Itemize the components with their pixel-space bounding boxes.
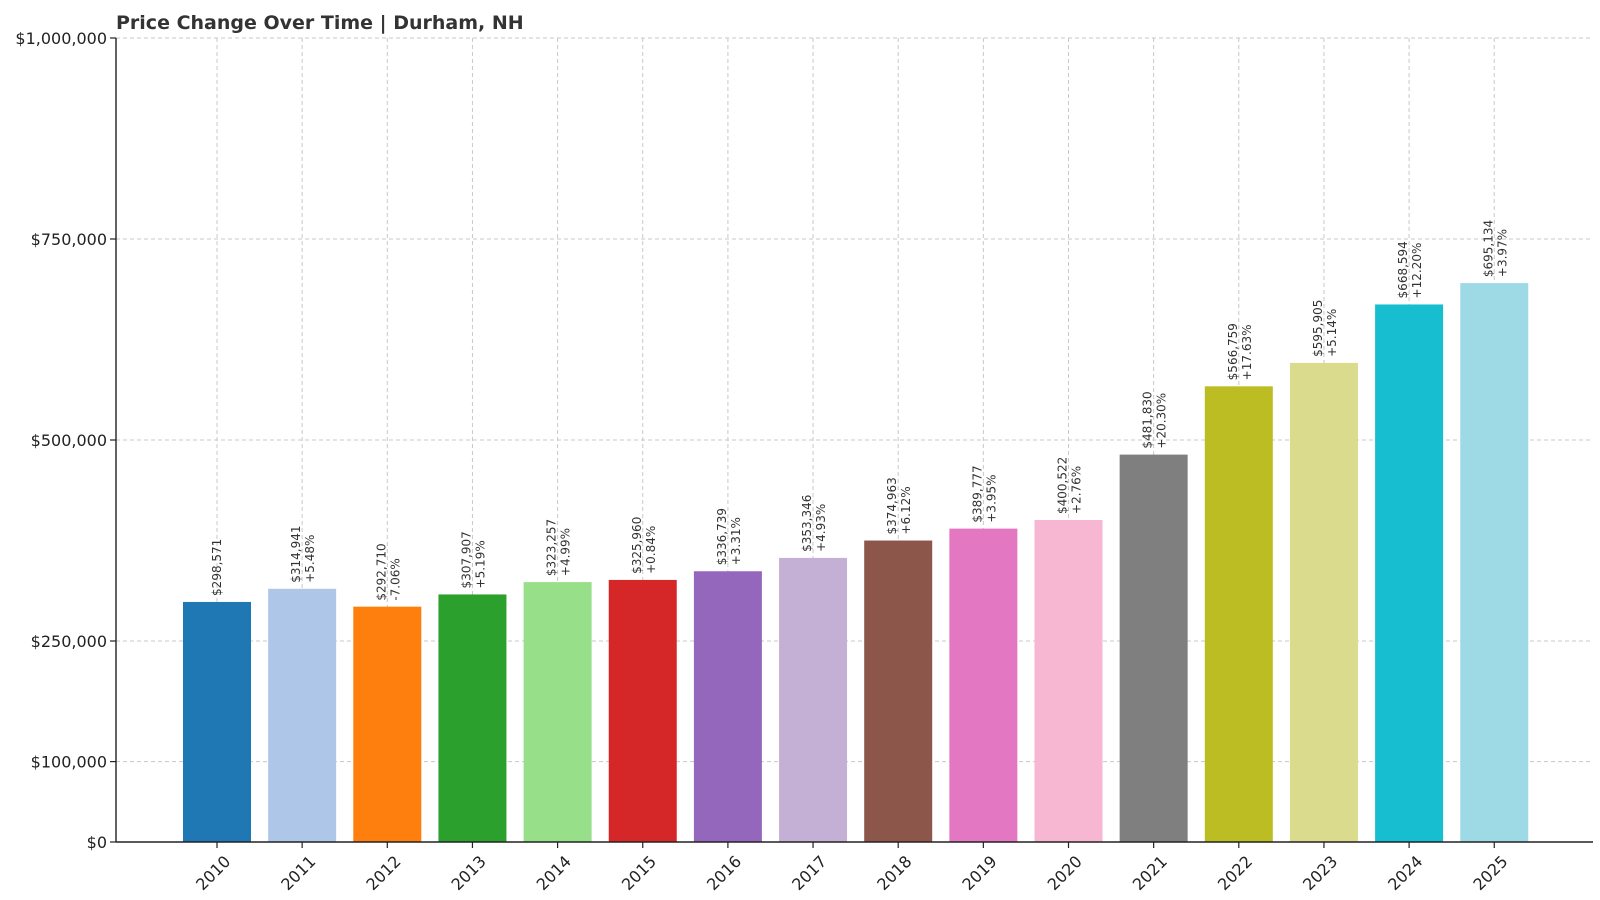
bar-2020 xyxy=(1034,519,1103,842)
bar-value-label: $481,830 xyxy=(1141,391,1155,448)
y-tick-label: $500,000 xyxy=(31,431,107,450)
bar-value-label: $298,571 xyxy=(210,539,224,596)
bar-2011 xyxy=(268,588,337,842)
bar-value-label: $595,905 xyxy=(1311,300,1325,357)
bar-value-label: $389,777 xyxy=(970,465,984,522)
bar-change-label: +12.20% xyxy=(1410,243,1424,299)
y-tick-label: $250,000 xyxy=(31,632,107,651)
bar-change-label: +17.63% xyxy=(1240,325,1254,381)
x-tick-label: 2016 xyxy=(703,852,745,894)
bar-value-label: $323,257 xyxy=(545,519,559,576)
x-tick-label: 2015 xyxy=(618,852,660,894)
bar-change-label: +0.84% xyxy=(644,526,658,574)
bar-value-label: $336,739 xyxy=(715,508,729,565)
grid-lines xyxy=(116,37,1593,842)
bar-2015 xyxy=(608,579,677,842)
x-tick-label: 2010 xyxy=(192,852,234,894)
x-tick-label: 2024 xyxy=(1384,852,1426,894)
chart-title: Price Change Over Time | Durham, NH xyxy=(116,12,524,34)
x-tick-label: 2017 xyxy=(788,852,830,894)
bar-2018 xyxy=(864,540,933,842)
bar-value-label: $400,522 xyxy=(1056,457,1070,514)
bar-change-label: +3.31% xyxy=(729,517,743,565)
bar-value-label: $695,134 xyxy=(1481,220,1495,277)
bar-change-label: +3.97% xyxy=(1495,229,1509,277)
bar-change-label: +5.48% xyxy=(303,535,317,583)
x-tick-label: 2013 xyxy=(448,852,490,894)
bar-2021 xyxy=(1119,454,1188,842)
bar-change-label: +5.19% xyxy=(473,540,487,588)
bar-value-label: $314,941 xyxy=(289,526,303,583)
bar-value-label: $353,346 xyxy=(800,495,814,552)
x-tick-label: 2011 xyxy=(277,852,319,894)
bar-labels: $298,571 $314,941 +5.48% $292,710 -7.06% $307… xyxy=(210,220,1509,601)
bar-change-label: +20.30% xyxy=(1155,393,1169,449)
x-tick-label: 2018 xyxy=(873,852,915,894)
bar-2013 xyxy=(438,594,507,842)
bars xyxy=(183,283,1529,842)
bar-change-label: +4.93% xyxy=(814,504,828,552)
y-tick-label: $100,000 xyxy=(31,753,107,772)
x-tick-label: 2022 xyxy=(1214,852,1256,894)
bar-value-label: $566,759 xyxy=(1226,323,1240,380)
y-tick-label: $1,000,000 xyxy=(15,29,107,48)
bar-2012 xyxy=(353,606,422,842)
bar-change-label: +3.95% xyxy=(984,474,998,522)
bar-change-label: -7.06% xyxy=(388,558,402,600)
bar-2024 xyxy=(1375,304,1444,842)
bar-2014 xyxy=(523,582,592,842)
bar-change-label: +2.76% xyxy=(1070,466,1084,514)
bar-change-label: +4.99% xyxy=(559,528,573,576)
axes xyxy=(110,37,1593,848)
x-tick-label: 2025 xyxy=(1469,852,1511,894)
y-tick-label: $0 xyxy=(87,833,107,852)
bar-value-label: $668,594 xyxy=(1396,241,1410,298)
bar-value-label: $374,963 xyxy=(885,477,899,534)
bar-2016 xyxy=(693,571,762,842)
bar-value-label: $307,907 xyxy=(459,531,473,588)
bar-change-label: +5.14% xyxy=(1325,309,1339,357)
x-tick-label: 2020 xyxy=(1044,852,1086,894)
x-tick-label: 2021 xyxy=(1129,852,1171,894)
x-tick-label: 2023 xyxy=(1299,852,1341,894)
x-tick-label: 2014 xyxy=(533,852,575,894)
y-tick-label: $750,000 xyxy=(31,230,107,249)
bar-2010 xyxy=(183,601,251,842)
bar-2025 xyxy=(1460,283,1529,842)
x-tick-label: 2019 xyxy=(958,852,1000,894)
bar-2022 xyxy=(1204,386,1273,842)
bar-value-label: $292,710 xyxy=(374,543,388,600)
bar-2023 xyxy=(1289,362,1358,842)
bar-change-label: +6.12% xyxy=(899,486,913,534)
bar-2019 xyxy=(949,528,1018,842)
x-tick-label: 2012 xyxy=(362,852,404,894)
bar-2017 xyxy=(779,557,848,842)
bar-value-label: $325,960 xyxy=(630,517,644,574)
